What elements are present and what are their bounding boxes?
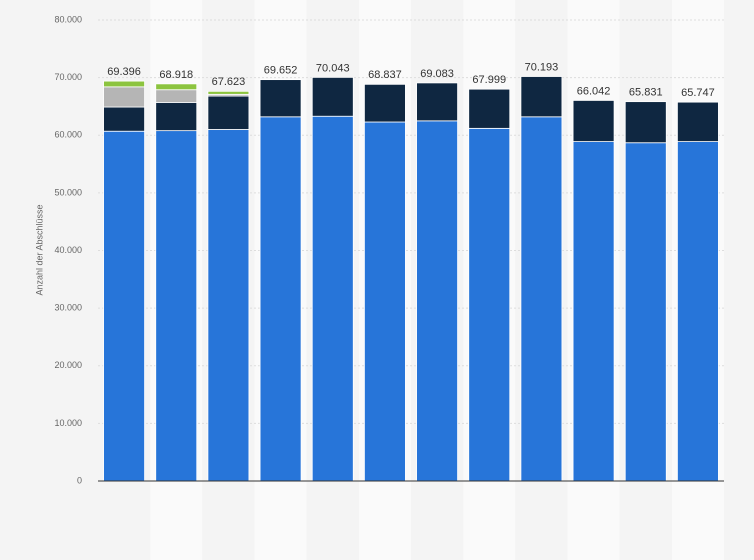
bar-segment (103, 80, 145, 88)
bar-segment (207, 129, 250, 482)
total-label: 70.043 (316, 62, 350, 74)
bar-segment (207, 90, 250, 95)
total-label: 67.999 (472, 74, 506, 86)
total-label: 70.193 (525, 61, 559, 73)
y-axis-label: Anzahl der Abschlüsse (34, 204, 44, 295)
bar-segment (677, 101, 719, 142)
total-label: 68.837 (368, 69, 402, 81)
y-tick-label: 10.000 (54, 418, 82, 428)
bar-segment (364, 121, 406, 482)
y-tick-label: 30.000 (54, 303, 82, 313)
total-label: 65.747 (681, 87, 715, 99)
bar-segment (103, 86, 145, 108)
bar-segment (311, 115, 354, 482)
bar-segment (624, 101, 667, 144)
bar-segment (677, 141, 719, 482)
total-label: 69.652 (264, 65, 298, 77)
total-label: 69.396 (107, 66, 141, 78)
bar-segment (155, 83, 198, 91)
bar-segment (468, 88, 511, 129)
bar-segment (103, 106, 145, 132)
bar-segment (259, 79, 302, 118)
bar-segment (364, 83, 406, 123)
y-tick-label: 0 (77, 475, 82, 485)
bar-segment (572, 141, 615, 482)
bar-segment (624, 142, 667, 482)
total-label: 67.623 (212, 76, 246, 88)
bar-segment (155, 89, 198, 103)
bar-segment (468, 127, 511, 482)
bar-segment (311, 76, 354, 117)
bar-segment (155, 130, 198, 482)
y-tick-label: 20.000 (54, 360, 82, 370)
bar-segment (103, 130, 145, 482)
bar-segment (520, 76, 563, 118)
bar-segment (520, 116, 563, 482)
bar-segment (572, 100, 615, 142)
total-label: 68.918 (159, 69, 193, 81)
bar-segment (155, 102, 198, 132)
y-tick-label: 70.000 (54, 72, 82, 82)
bar-segment (416, 82, 458, 122)
bar-segment (416, 120, 458, 482)
total-label: 69.083 (420, 68, 454, 80)
bar-segment (259, 116, 302, 482)
bar-segment (207, 95, 250, 130)
y-tick-label: 60.000 (54, 130, 82, 140)
y-tick-label: 40.000 (54, 245, 82, 255)
total-label: 66.042 (577, 85, 611, 97)
y-tick-label: 50.000 (54, 187, 82, 197)
total-label: 65.831 (629, 87, 663, 99)
y-tick-label: 80.000 (54, 14, 82, 24)
